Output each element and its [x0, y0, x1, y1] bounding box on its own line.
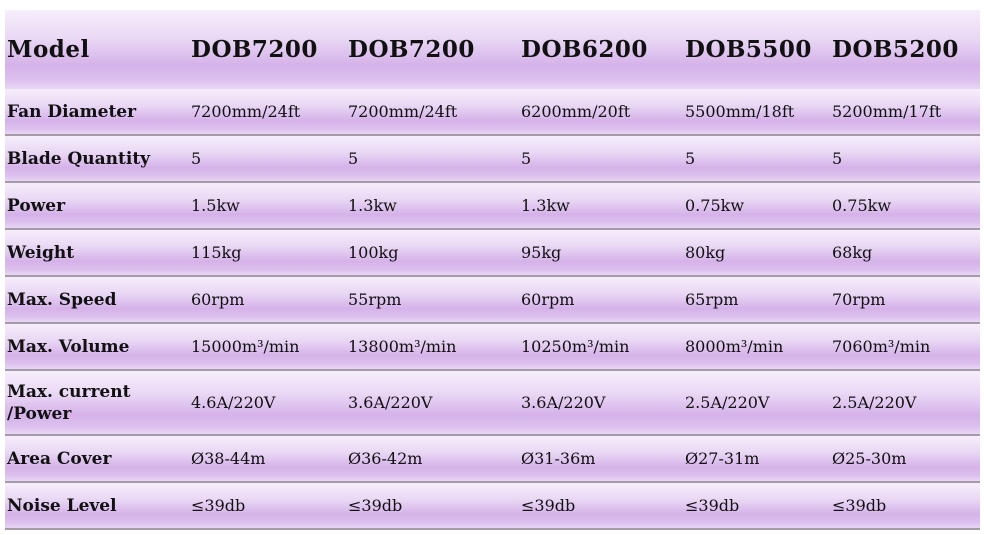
cell-value: 1.3kw: [519, 182, 683, 230]
spec-table: Model DOB7200 DOB7200 DOB6200 DOB5500 DO…: [5, 10, 980, 530]
cell-value: Ø36-42m: [346, 435, 519, 483]
cell-value: 5: [683, 135, 830, 183]
model-header: DOB7200: [189, 10, 346, 89]
cell-value: Ø25-30m: [830, 435, 980, 483]
cell-value: ≤39db: [346, 482, 519, 530]
table-row: Max. Speed 60rpm 55rpm 60rpm 65rpm 70rpm: [5, 276, 980, 324]
table-row: Blade Quantity 5 5 5 5 5: [5, 135, 980, 183]
model-header: DOB5500: [683, 10, 830, 89]
cell-value: 3.6A/220V: [346, 370, 519, 436]
cell-value: 5: [346, 135, 519, 183]
cell-value: 0.75kw: [683, 182, 830, 230]
row-label: Power: [5, 182, 189, 230]
table-row: Area Cover Ø38-44m Ø36-42m Ø31-36m Ø27-31m Ø2…: [5, 435, 980, 483]
row-label: Max. current /Power: [5, 370, 189, 436]
cell-value: 60rpm: [519, 276, 683, 324]
model-header: DOB6200: [519, 10, 683, 89]
cell-value: 70rpm: [830, 276, 980, 324]
cell-value: 10250m³/min: [519, 323, 683, 371]
cell-value: 4.6A/220V: [189, 370, 346, 436]
row-label: Blade Quantity: [5, 135, 189, 183]
cell-value: Ø38-44m: [189, 435, 346, 483]
cell-value: 7200mm/24ft: [189, 89, 346, 136]
table-row: Noise Level ≤39db ≤39db ≤39db ≤39db ≤39db: [5, 482, 980, 530]
model-header: DOB5200: [830, 10, 980, 89]
row-label: Weight: [5, 229, 189, 277]
cell-value: 95kg: [519, 229, 683, 277]
cell-value: 68kg: [830, 229, 980, 277]
table-row: Max. Volume 15000m³/min 13800m³/min 10250m³…: [5, 323, 980, 371]
row-label: Area Cover: [5, 435, 189, 483]
cell-value: Ø27-31m: [683, 435, 830, 483]
cell-value: 5200mm/17ft: [830, 89, 980, 136]
cell-value: 80kg: [683, 229, 830, 277]
row-label: Max. Speed: [5, 276, 189, 324]
cell-value: 0.75kw: [830, 182, 980, 230]
cell-value: 15000m³/min: [189, 323, 346, 371]
row-label: Noise Level: [5, 482, 189, 530]
cell-value: 2.5A/220V: [683, 370, 830, 436]
cell-value: 8000m³/min: [683, 323, 830, 371]
cell-value: ≤39db: [189, 482, 346, 530]
cell-value: 1.5kw: [189, 182, 346, 230]
cell-value: ≤39db: [683, 482, 830, 530]
cell-value: 5: [830, 135, 980, 183]
cell-value: 55rpm: [346, 276, 519, 324]
header-row: Model DOB7200 DOB7200 DOB6200 DOB5500 DO…: [5, 10, 980, 89]
model-header: DOB7200: [346, 10, 519, 89]
cell-value: 2.5A/220V: [830, 370, 980, 436]
cell-value: 7060m³/min: [830, 323, 980, 371]
row-label: Fan Diameter: [5, 89, 189, 136]
cell-value: 13800m³/min: [346, 323, 519, 371]
cell-value: 5500mm/18ft: [683, 89, 830, 136]
table-row: Power 1.5kw 1.3kw 1.3kw 0.75kw 0.75kw: [5, 182, 980, 230]
cell-value: 65rpm: [683, 276, 830, 324]
cell-value: 100kg: [346, 229, 519, 277]
cell-value: 5: [189, 135, 346, 183]
cell-value: Ø31-36m: [519, 435, 683, 483]
cell-value: 5: [519, 135, 683, 183]
table-row: Weight 115kg 100kg 95kg 80kg 68kg: [5, 229, 980, 277]
cell-value: 115kg: [189, 229, 346, 277]
cell-value: 7200mm/24ft: [346, 89, 519, 136]
cell-value: ≤39db: [519, 482, 683, 530]
cell-value: ≤39db: [830, 482, 980, 530]
cell-value: 60rpm: [189, 276, 346, 324]
header-label: Model: [5, 10, 189, 89]
cell-value: 3.6A/220V: [519, 370, 683, 436]
table-row: Max. current /Power 4.6A/220V 3.6A/220V 3.6…: [5, 370, 980, 436]
row-label: Max. Volume: [5, 323, 189, 371]
cell-value: 6200mm/20ft: [519, 89, 683, 136]
table-row: Fan Diameter 7200mm/24ft 7200mm/24ft 6200mm…: [5, 89, 980, 136]
cell-value: 1.3kw: [346, 182, 519, 230]
